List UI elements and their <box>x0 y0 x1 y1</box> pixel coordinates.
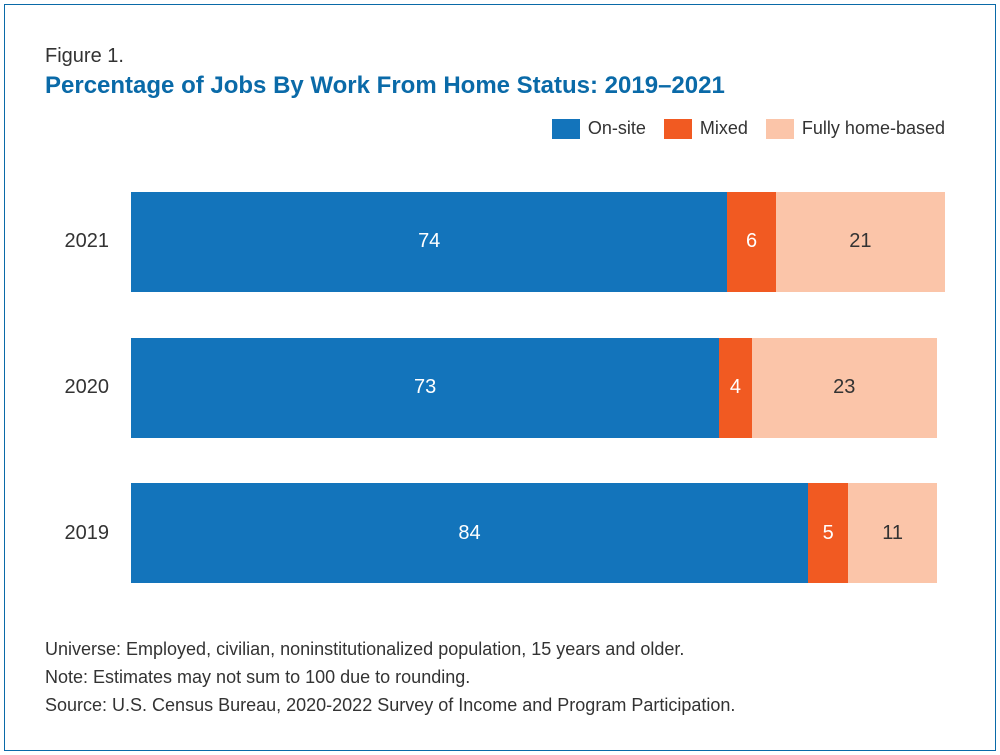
chart-title: Percentage of Jobs By Work From Home Sta… <box>45 72 955 100</box>
legend-label: On-site <box>588 118 646 139</box>
bar-year-label: 2021 <box>45 230 109 253</box>
legend: On-site Mixed Fully home-based <box>45 118 955 139</box>
figure-label: Figure 1. <box>45 45 955 68</box>
bars-area: 2021 74 6 21 2020 73 4 23 2019 84 5 11 <box>45 169 955 606</box>
bar-seg-home: 21 <box>776 192 945 292</box>
figure-frame: Figure 1. Percentage of Jobs By Work Fro… <box>4 4 996 751</box>
footnotes: Universe: Employed, civilian, noninstitu… <box>45 636 955 720</box>
bar: 84 5 11 <box>131 483 945 583</box>
footnote-line: Source: U.S. Census Bureau, 2020-2022 Su… <box>45 692 955 720</box>
footnote-line: Note: Estimates may not sum to 100 due t… <box>45 664 955 692</box>
bar-row: 2020 73 4 23 <box>45 338 945 438</box>
legend-item-home: Fully home-based <box>766 118 945 139</box>
bar-seg-mixed: 5 <box>808 483 848 583</box>
bar-seg-home: 11 <box>848 483 937 583</box>
legend-item-mixed: Mixed <box>664 118 748 139</box>
bar-row: 2021 74 6 21 <box>45 192 945 292</box>
legend-swatch-onsite <box>552 119 580 139</box>
bar-year-label: 2020 <box>45 376 109 399</box>
legend-label: Fully home-based <box>802 118 945 139</box>
legend-item-onsite: On-site <box>552 118 646 139</box>
legend-label: Mixed <box>700 118 748 139</box>
bar-year-label: 2019 <box>45 522 109 545</box>
bar: 74 6 21 <box>131 192 945 292</box>
bar: 73 4 23 <box>131 338 945 438</box>
bar-seg-mixed: 6 <box>727 192 775 292</box>
footnote-line: Universe: Employed, civilian, noninstitu… <box>45 636 955 664</box>
bar-row: 2019 84 5 11 <box>45 483 945 583</box>
legend-swatch-home <box>766 119 794 139</box>
legend-swatch-mixed <box>664 119 692 139</box>
bar-seg-mixed: 4 <box>719 338 751 438</box>
bar-seg-onsite: 74 <box>131 192 727 292</box>
bar-seg-onsite: 73 <box>131 338 719 438</box>
bar-seg-home: 23 <box>752 338 937 438</box>
bar-seg-onsite: 84 <box>131 483 808 583</box>
